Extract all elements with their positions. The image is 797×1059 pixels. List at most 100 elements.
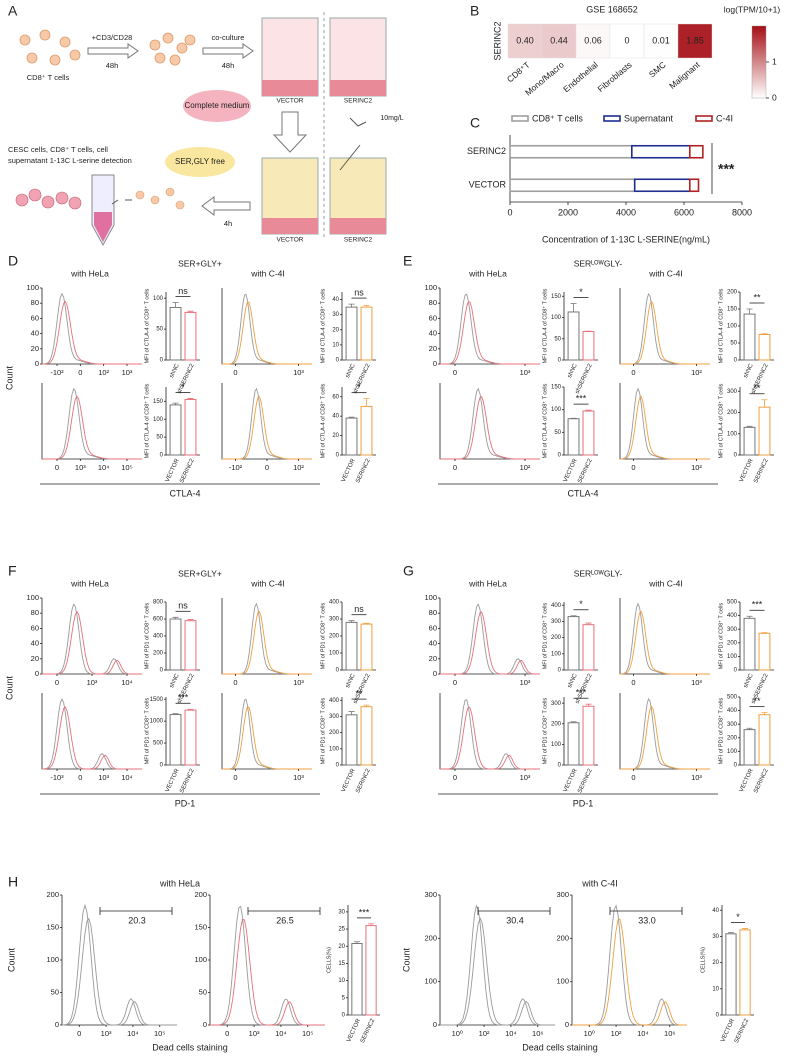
hist-axis [221,598,312,675]
y-tick-label: 0 [336,453,340,459]
hist-y-tick-label: 20 [31,654,39,663]
x-tick-label: shNC [169,672,181,689]
y-tick-label: 50 [730,341,737,347]
gate [609,907,683,915]
hist-axis [221,288,312,365]
bar [345,621,358,671]
significance: ** [753,383,761,393]
heat-cell [541,23,577,59]
hist-axis [41,693,142,770]
colorbar [751,25,767,99]
y-tick-label: 800 [153,600,164,606]
y-tick-label: 150 [727,307,738,313]
significance: * [579,599,583,609]
y-axis-label: MFI of PD1 of CD8⁺ T cells [143,697,150,764]
hist-x-label: 0 [78,368,82,377]
bar [184,311,197,361]
y-tick-label: 1500 [150,697,164,703]
hist-x-label: 10² [691,463,702,472]
x-tick-label: Fibroblasts [595,60,633,94]
hist-curve [222,698,312,770]
column-title: with C-4I [581,878,618,888]
condition: SER+GLY+ [178,258,222,268]
hist-x-label: 0 [453,463,457,472]
bar [360,706,373,766]
error-bar [761,333,768,335]
hist-curve [41,292,142,365]
x-tick-label: SERINC2 [355,767,372,794]
hist-x-label: 0 [453,368,457,377]
x-tick-label: VECTOR [739,457,755,483]
error-bar [570,303,577,312]
x-tick-label: SERINC2 [734,1017,751,1044]
y-tick-label: 400 [551,603,562,609]
x-tick-label: shNC [169,362,181,379]
y-axis-label: MFI of PD1 of CD8⁺ T cells [319,697,326,764]
y-tick-label: 200 [551,721,562,727]
hist-x-label: 0 [631,678,635,687]
hist-x-label: 10³ [293,678,304,687]
hist-curve [440,301,540,365]
marker-label: Dead cells staining [522,1042,598,1052]
row-label: SERINC2 [492,21,502,60]
value-label: 0.44 [550,35,568,45]
schematic-text: 48h [106,61,119,70]
y-tick-label: 20 [712,960,719,966]
schematic-text: SERINC2 [344,98,373,105]
column-title: with HeLa [70,578,109,588]
significance: * [736,912,740,922]
y-tick-label: 20 [332,327,339,333]
hist-y-tick-label: 300 [556,890,569,899]
x-tick-label: SERINC2 [360,1017,377,1044]
x-tick-label: Endothelial [561,60,600,95]
bar [758,334,771,361]
hist-x-label: 10³ [520,773,531,782]
hist-y-tick-label: 40 [429,329,437,338]
error-bar [348,416,355,419]
bar [582,624,595,671]
y-axis-label: CELLS(%) [700,947,706,973]
y-tick-label: 400 [329,698,340,704]
y-tick-label: 150 [153,399,164,405]
hist-y-tick-label: 80 [429,608,437,617]
hist-y-tick-label: 100 [26,283,39,292]
y-tick-label: 40 [712,908,719,914]
bar [725,933,737,1016]
bar [758,632,771,671]
column-title: with C-4I [648,578,683,588]
hist-x-label: 10² [611,1029,622,1038]
hist-x-label: 10³ [98,773,109,782]
column-title: with HeLa [468,268,507,278]
hist-x-label: 10⁴ [505,1029,517,1038]
y-axis-label: MFI of CTLA-4 of CD8⁺ T cells [319,383,326,458]
hist-y-tick-label: 80 [31,298,39,307]
value-label: 0 [624,35,629,45]
hist-curve [440,904,555,1026]
hist-curve [222,602,312,675]
legend-swatch [695,115,713,122]
significance: *** [752,600,763,610]
y-tick-label: 100 [727,749,738,755]
bar [360,405,373,456]
hist-y-tick-label: 200 [424,933,437,942]
hist-y-tick-label: 0 [35,359,39,368]
hist-x-label: 10³ [249,1029,260,1038]
schematic-text: CD8⁺ T cells [27,73,70,82]
column-title: with HeLa [468,578,507,588]
hist-y-tick-label: 60 [31,313,39,322]
hist-x-label: 10³ [101,1029,112,1038]
hist-y-tick-label: 200 [46,890,59,899]
error-bar [585,703,592,707]
y-tick-label: 200 [551,635,562,641]
y-tick-label: 500 [153,741,164,747]
y-tick-label: 300 [727,389,738,395]
schematic-text: 10mg/L [380,115,403,122]
hist-y-tick-label: 50 [199,987,207,996]
y-tick-label: 400 [329,600,340,606]
y-tick-label: 300 [329,617,340,623]
hist-x-label: 10⁴ [127,1029,139,1038]
hist-x-label: 0 [225,1029,229,1038]
y-tick-label: 50 [156,327,163,333]
hist-axis [221,383,312,460]
